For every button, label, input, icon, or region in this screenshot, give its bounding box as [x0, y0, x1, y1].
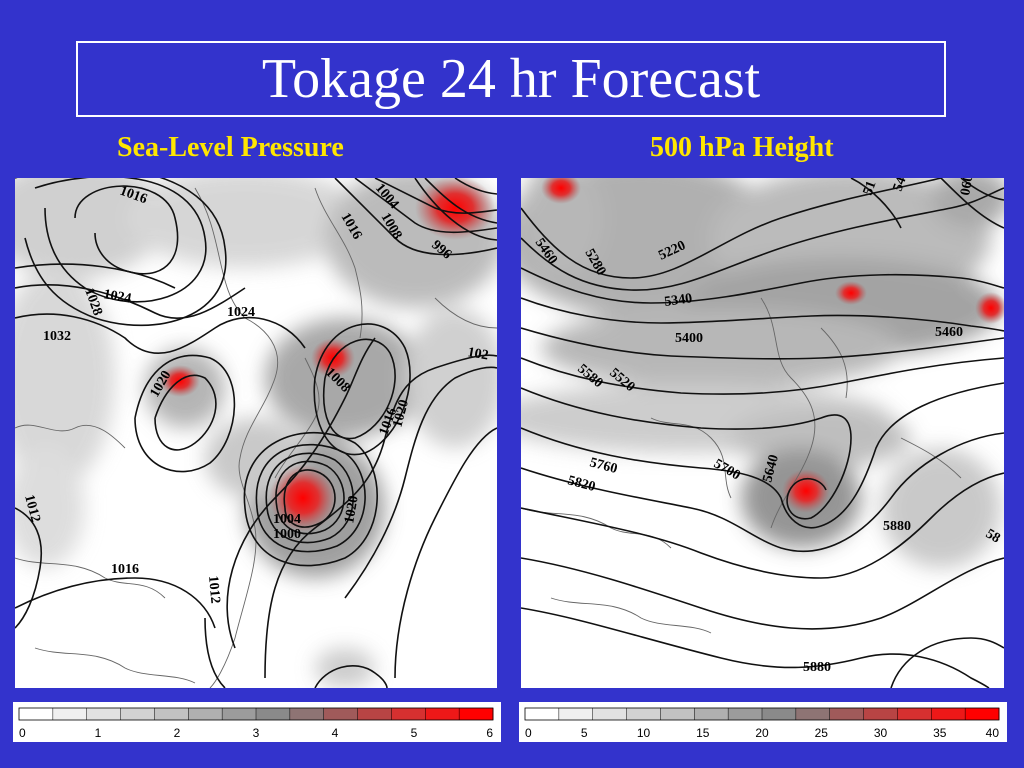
left-colorbar-tick-label: 1	[95, 726, 102, 740]
left-colorbar-swatch	[459, 708, 494, 720]
left-colorbar-tick-label: 3	[253, 726, 260, 740]
height-label: 060	[958, 178, 976, 197]
precip-shading	[15, 178, 497, 688]
isobar-label: 1024	[227, 305, 255, 320]
right-colorbar-svg: 0 5 10 15 20 25 30 35 40	[524, 707, 1000, 740]
isobar-label: 102	[466, 345, 489, 363]
left-colorbar-tick-label: 6	[486, 726, 493, 740]
height-label: 5880	[803, 660, 831, 675]
left-colorbar-swatch	[120, 708, 155, 720]
isobar-label: 1012	[205, 575, 222, 604]
title-box: Tokage 24 hr Forecast	[76, 41, 946, 117]
right-colorbar-swatch	[525, 708, 560, 720]
left-colorbar-swatch	[357, 708, 392, 720]
height-label: 5400	[675, 331, 703, 346]
left-colorbar-swatch	[188, 708, 223, 720]
left-colorbar: 0 1 2 3 4 5 6	[13, 702, 501, 742]
left-colorbar-tick-label: 4	[332, 726, 339, 740]
right-colorbar-tick-label: 25	[815, 726, 829, 740]
isobar-label: 1012	[21, 493, 43, 524]
height-label: 5460	[935, 325, 963, 340]
right-colorbar-swatch	[829, 708, 865, 720]
height-label: 51	[861, 179, 880, 197]
left-colorbar-swatch	[323, 708, 359, 720]
isobar-label: 1024	[102, 287, 132, 307]
isobar-label: 1020	[390, 398, 412, 429]
height-label: 54	[891, 178, 910, 193]
right-colorbar-tick-label: 20	[755, 726, 769, 740]
height-label: 5880	[883, 519, 911, 534]
page-title: Tokage 24 hr Forecast	[261, 48, 761, 110]
left-colorbar-swatch	[289, 708, 325, 720]
right-colorbar-swatch	[762, 708, 797, 720]
right-colorbar-tick-label: 10	[637, 726, 651, 740]
isobars	[15, 178, 497, 688]
right-colorbar-tick-label: 5	[581, 726, 588, 740]
height-contours	[521, 178, 1004, 688]
slp-map-svg: 1016 1024 1028 1032 1020 1024 1012 1016 …	[15, 178, 497, 688]
right-colorbar-swatch	[694, 708, 729, 720]
right-colorbar-swatch	[931, 708, 966, 720]
isobar-label: 1000	[273, 527, 301, 542]
right-colorbar-tick-label: 15	[696, 726, 710, 740]
isobar-label: 1004	[273, 512, 301, 527]
left-colorbar-swatch	[391, 708, 426, 720]
sea-level-pressure-map: 1016 1024 1028 1032 1020 1024 1012 1016 …	[15, 178, 497, 688]
height-label: 58	[983, 526, 1003, 546]
height-label: 5820	[566, 473, 597, 495]
right-colorbar-swatch	[728, 708, 763, 720]
right-colorbar-swatch	[897, 708, 932, 720]
height-label: 5760	[588, 455, 619, 477]
right-colorbar-tick-label: 40	[986, 726, 1000, 740]
coastlines	[15, 187, 497, 688]
isobar-label: 1032	[43, 329, 71, 344]
500hpa-height-map: 5460 5280 5220 5340 5400 5460 5580 5520 …	[521, 178, 1004, 688]
right-colorbar-swatch	[863, 708, 898, 720]
right-colorbar-swatch	[660, 708, 695, 720]
right-colorbar-tick-label: 35	[933, 726, 947, 740]
right-colorbar-tick-label: 0	[525, 726, 532, 740]
height-label: 5340	[663, 291, 693, 310]
left-colorbar-swatch	[52, 708, 88, 720]
red-max-east	[975, 292, 1004, 324]
right-colorbar-swatch	[795, 708, 831, 720]
height-label: 5700	[711, 456, 743, 483]
left-colorbar-swatch	[86, 708, 122, 720]
left-colorbar-tick-label: 0	[19, 726, 26, 740]
left-panel-subtitle: Sea-Level Pressure	[117, 132, 344, 163]
left-colorbar-tick-label: 5	[411, 726, 418, 740]
right-colorbar-swatch	[626, 708, 661, 720]
right-colorbar: 0 5 10 15 20 25 30 35 40	[519, 702, 1007, 742]
isobar-label: 1016	[111, 562, 139, 577]
left-colorbar-swatch	[425, 708, 460, 720]
right-colorbar-swatch	[965, 708, 1000, 720]
left-colorbar-swatch	[256, 708, 291, 720]
right-colorbar-tick-label: 30	[874, 726, 888, 740]
red-max-nw	[541, 178, 581, 204]
red-max-ne	[415, 178, 495, 240]
red-max-center	[835, 281, 867, 305]
left-colorbar-svg: 0 1 2 3 4 5 6	[18, 707, 494, 740]
right-panel-subtitle: 500 hPa Height	[650, 132, 834, 163]
left-colorbar-swatch	[154, 708, 189, 720]
left-colorbar-swatch	[222, 708, 257, 720]
z500-map-svg: 5460 5280 5220 5340 5400 5460 5580 5520 …	[521, 178, 1004, 688]
height-label: 5640	[760, 453, 782, 484]
red-max-typhoon	[782, 469, 830, 513]
right-colorbar-swatch	[558, 708, 594, 720]
right-colorbar-swatch	[592, 708, 628, 720]
left-colorbar-tick-label: 2	[174, 726, 181, 740]
isobar-label: 1020	[342, 495, 362, 525]
left-colorbar-swatch	[19, 708, 54, 720]
